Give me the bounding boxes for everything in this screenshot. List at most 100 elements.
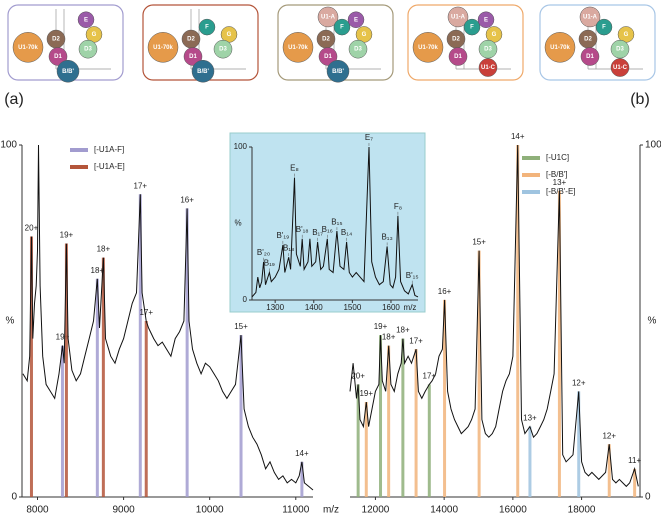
protein-label: D1: [189, 54, 197, 60]
protein-label: G: [624, 32, 629, 38]
protein-node: [198, 18, 216, 36]
x-tick-label: 10000: [196, 505, 224, 514]
protein-label: G: [92, 32, 97, 38]
protein-node: [579, 6, 601, 28]
protein-node: [347, 11, 365, 28]
charge-label: 16+: [438, 287, 452, 296]
charge-label: 19+: [56, 333, 70, 342]
protein-label: U1-70k: [18, 45, 38, 51]
y-axis-label: %: [648, 316, 657, 327]
y-tick-label: 0: [243, 295, 248, 304]
protein-node: [595, 18, 613, 36]
protein-label: D2: [52, 37, 60, 43]
protein-node: [183, 47, 203, 66]
protein-label: D2: [452, 37, 460, 43]
legend-label: [-B/B']: [546, 170, 568, 179]
x-axis-label: m/z: [323, 505, 339, 514]
charge-label: 20+: [351, 371, 365, 380]
x-tick-label: 11000: [282, 505, 310, 514]
peak-annotation: B'₁₅: [406, 271, 419, 280]
protein-label: U1-70k: [153, 45, 173, 51]
y-tick-label: 100: [0, 140, 17, 151]
peak-annotation: E₇: [365, 133, 373, 142]
protein-label: D1: [586, 54, 594, 60]
protein-label: D3: [616, 47, 624, 53]
protein-label: E: [354, 17, 358, 23]
protein-node: [348, 39, 368, 59]
protein-label: D2: [187, 37, 195, 43]
peak-annotation: B₁₅: [331, 217, 342, 226]
protein-node: [213, 39, 233, 59]
y-tick-label: 0: [11, 492, 17, 503]
protein-label: U1-70k: [418, 45, 438, 51]
legend-label: [-U1C]: [546, 153, 569, 162]
charge-label: 14+: [511, 132, 525, 141]
spectrum-trace: [251, 146, 419, 298]
x-tick-label: 14000: [430, 505, 458, 514]
charge-label: 13+: [523, 414, 537, 423]
protein-node: [333, 18, 351, 36]
y-axis-label: %: [6, 316, 15, 327]
inset-background: [229, 132, 426, 313]
y-tick-label: 0: [645, 492, 651, 503]
protein-label: B/B': [332, 69, 344, 75]
protein-node: [147, 32, 179, 63]
protein-node: [610, 58, 630, 77]
charge-label: 12+: [602, 431, 616, 440]
x-tick-label: 8000: [26, 505, 49, 514]
panel-label: (b): [630, 91, 650, 108]
charge-label: 15+: [234, 322, 248, 331]
panel-label: (a): [4, 91, 24, 108]
protein-label: U1-70k: [550, 45, 570, 51]
protein-label: G: [362, 32, 367, 38]
spectrum-trace: [349, 144, 639, 488]
protein-node: [448, 47, 468, 66]
x-axis-label: m/z: [404, 303, 417, 312]
protein-label: D1: [54, 54, 62, 60]
protein-node: [478, 39, 498, 59]
charge-label: 17+: [134, 181, 148, 190]
protein-node: [478, 58, 498, 77]
charge-label: 13+: [553, 178, 567, 187]
charge-label: 17+: [423, 371, 437, 380]
charge-label: 19+: [359, 389, 373, 398]
protein-label: G: [492, 32, 497, 38]
protein-label: D2: [322, 37, 330, 43]
protein-node: [610, 39, 630, 59]
protein-node: [12, 32, 44, 63]
peak-annotation: B'₁₈: [296, 225, 309, 234]
protein-node: [580, 47, 600, 66]
x-tick-label: 1400: [305, 303, 323, 312]
complex-diagram: U1-A U1-70k D2 F E G D1 D3 U1-C: [407, 4, 524, 81]
protein-node: [318, 47, 338, 66]
charge-label: 17+: [139, 308, 153, 317]
x-tick-label: 9000: [112, 505, 135, 514]
protein-label: B/B': [197, 69, 209, 75]
x-tick-label: 18000: [568, 505, 596, 514]
legend-label: [-U1A-E]: [94, 162, 125, 171]
peak-annotation: E₈: [290, 164, 299, 173]
protein-label: U1-C: [613, 65, 628, 71]
peak-annotation: B₁₄: [341, 228, 352, 237]
protein-node: [463, 18, 481, 36]
complex-diagram: U1-A U1-70k D2 F G D1 D3 U1-C: [539, 4, 656, 81]
protein-label: D3: [484, 47, 492, 53]
x-tick-label: 1600: [382, 303, 400, 312]
protein-node: [77, 11, 95, 28]
peak-annotation: B'₁₉: [277, 231, 290, 240]
protein-label: E: [84, 17, 88, 23]
charge-label: 11+: [628, 456, 641, 465]
y-tick-label: 100: [645, 140, 661, 151]
complex-diagram: U1-70k D2 E G D1 D3 B/B': [7, 4, 124, 83]
legend-label: [-B/B'-E]: [546, 187, 576, 196]
protein-label: D3: [354, 47, 362, 53]
charge-label: 18+: [97, 245, 111, 254]
protein-label: B/B': [62, 69, 74, 75]
x-tick-label: 1500: [343, 303, 361, 312]
protein-node: [191, 59, 215, 83]
x-tick-label: 16000: [499, 505, 527, 514]
charge-label: 15+: [472, 238, 486, 247]
x-tick-label: 1300: [266, 303, 284, 312]
protein-node: [412, 32, 444, 63]
protein-label: F: [205, 25, 209, 31]
